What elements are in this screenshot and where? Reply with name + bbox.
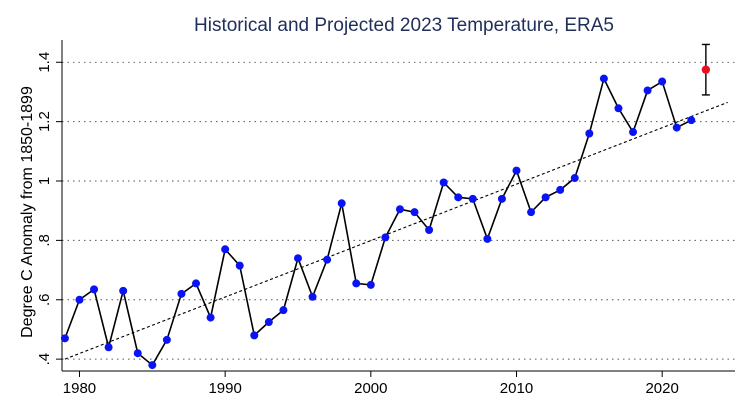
x-tick-label: 1990	[208, 380, 241, 397]
x-tick-label: 2010	[500, 380, 533, 397]
data-point	[352, 279, 361, 288]
data-point	[162, 335, 171, 344]
data-point	[541, 193, 550, 202]
y-axis-label: Degree C Anomaly from 1850-1899	[19, 86, 36, 338]
data-point	[395, 205, 404, 214]
data-point	[483, 234, 492, 243]
data-point	[672, 123, 681, 132]
data-point	[337, 199, 346, 208]
y-tick-label: 1.2	[36, 111, 53, 132]
data-point	[308, 292, 317, 301]
data-point	[192, 279, 201, 288]
data-point	[658, 77, 667, 86]
data-point	[439, 178, 448, 187]
data-point	[512, 166, 521, 175]
y-tick-label: .8	[36, 234, 53, 247]
data-point	[235, 261, 244, 270]
data-point	[497, 194, 506, 203]
projection-group	[701, 43, 711, 96]
data-point	[293, 254, 302, 263]
x-tick-label: 1980	[63, 380, 96, 397]
data-point	[104, 343, 113, 352]
y-tick-label: .6	[36, 293, 53, 306]
data-point	[264, 318, 273, 327]
data-point	[366, 280, 375, 289]
y-tick-label: .4	[36, 353, 53, 366]
data-point	[585, 129, 594, 138]
chart-title: Historical and Projected 2023 Temperatur…	[194, 15, 614, 36]
data-point	[687, 116, 696, 125]
data-point	[643, 86, 652, 95]
series-group	[60, 74, 696, 370]
data-point	[60, 334, 69, 343]
data-point	[221, 245, 230, 254]
data-point	[410, 208, 419, 217]
data-point	[454, 193, 463, 202]
trend-line	[64, 101, 728, 360]
data-point	[425, 225, 434, 234]
gridlines	[62, 61, 735, 360]
data-point	[323, 255, 332, 264]
data-point	[279, 306, 288, 315]
data-point	[614, 104, 623, 113]
projection-point	[701, 65, 711, 74]
axes: .4 .6 .8 1 1.2 1.4 1980 1990 2000 2010 2020	[36, 40, 735, 397]
data-point	[629, 128, 638, 137]
data-point	[75, 295, 84, 304]
data-point	[206, 313, 215, 322]
data-point	[527, 208, 536, 217]
data-point	[556, 185, 565, 194]
y-tick-label: 1.4	[36, 52, 53, 73]
series-line	[64, 76, 692, 367]
data-point	[177, 289, 186, 298]
data-point	[250, 331, 259, 340]
data-point	[90, 285, 99, 294]
data-point	[468, 194, 477, 203]
data-point	[599, 74, 608, 83]
y-tick-label: 1	[36, 177, 53, 185]
data-point	[381, 233, 390, 242]
trend-line-group	[64, 101, 728, 360]
x-tick-label: 2020	[645, 380, 678, 397]
data-point	[570, 174, 579, 183]
data-point	[133, 349, 142, 358]
x-tick-label: 2000	[354, 380, 387, 397]
data-point	[148, 361, 157, 370]
data-point	[119, 286, 128, 295]
